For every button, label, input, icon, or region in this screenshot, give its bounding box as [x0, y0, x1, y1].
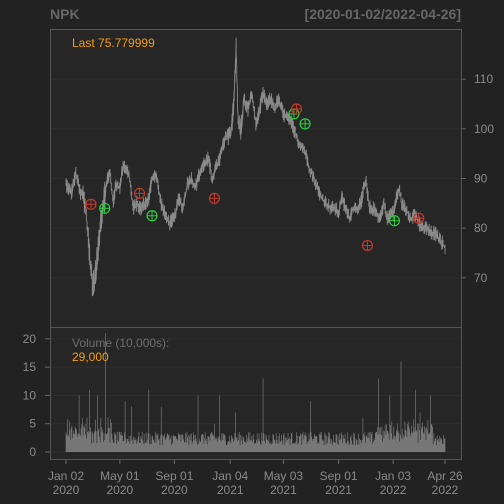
- price-series-line: [65, 37, 446, 297]
- x-tick-label: Jan 03: [375, 469, 411, 483]
- x-tick-year-label: 2021: [217, 483, 244, 497]
- x-tick-year-label: 2021: [270, 483, 297, 497]
- buy-marker: [146, 210, 158, 222]
- price-axis-ticks: 70 80 90 100 110: [461, 72, 494, 285]
- buy-marker: [99, 202, 111, 214]
- x-tick-label: Sep 01: [155, 469, 193, 483]
- price-tick-label: 90: [474, 172, 488, 186]
- volume-tick-label: 5: [29, 417, 36, 431]
- volume-last-value: 29,000: [72, 350, 109, 364]
- price-tick-label: 80: [474, 221, 488, 235]
- sell-marker: [290, 103, 303, 115]
- chart-date-range: [2020-01-02/2022-04-26]: [305, 6, 461, 22]
- x-tick-label: Apr 26: [427, 469, 463, 483]
- volume-label: Volume (10,000s):: [72, 336, 169, 350]
- buy-marker: [388, 215, 401, 227]
- sell-marker: [413, 212, 425, 224]
- sell-marker: [361, 239, 374, 252]
- buy-marker: [299, 118, 311, 130]
- x-tick-year-label: 2021: [325, 483, 352, 497]
- volume-tick-label: 10: [23, 388, 37, 402]
- volume-axis-ticks: 0 5 10 15 20: [23, 332, 50, 459]
- volume-tick-label: 0: [29, 445, 36, 459]
- x-tick-label: May 03: [264, 469, 304, 483]
- chart-symbol: NPK: [50, 6, 80, 22]
- volume-tick-label: 15: [23, 360, 37, 374]
- price-gridlines: [51, 78, 461, 279]
- sell-marker: [85, 198, 97, 210]
- x-tick-year-label: 2022: [432, 483, 459, 497]
- x-tick-label: Jan 04: [212, 469, 248, 483]
- sell-marker: [133, 187, 146, 199]
- x-tick-year-label: 2020: [107, 483, 134, 497]
- trade-markers: [85, 103, 425, 252]
- price-tick-label: 70: [474, 271, 488, 285]
- x-tick-year-label: 2020: [161, 483, 188, 497]
- x-tick-label: Jan 02: [48, 469, 84, 483]
- x-tick-year-label: 2020: [53, 483, 80, 497]
- sell-marker: [208, 192, 221, 204]
- volume-bar-series: [65, 333, 446, 452]
- price-tick-label: 100: [474, 122, 494, 136]
- volume-bars: [65, 333, 446, 452]
- price-tick-label: 110: [474, 72, 493, 86]
- volume-tick-label: 20: [23, 332, 37, 346]
- x-tick-year-label: 2022: [380, 483, 407, 497]
- x-tick-label: May 01: [100, 469, 140, 483]
- x-tick-label: Sep 01: [320, 469, 358, 483]
- last-price-label: Last 75.779999: [72, 36, 155, 50]
